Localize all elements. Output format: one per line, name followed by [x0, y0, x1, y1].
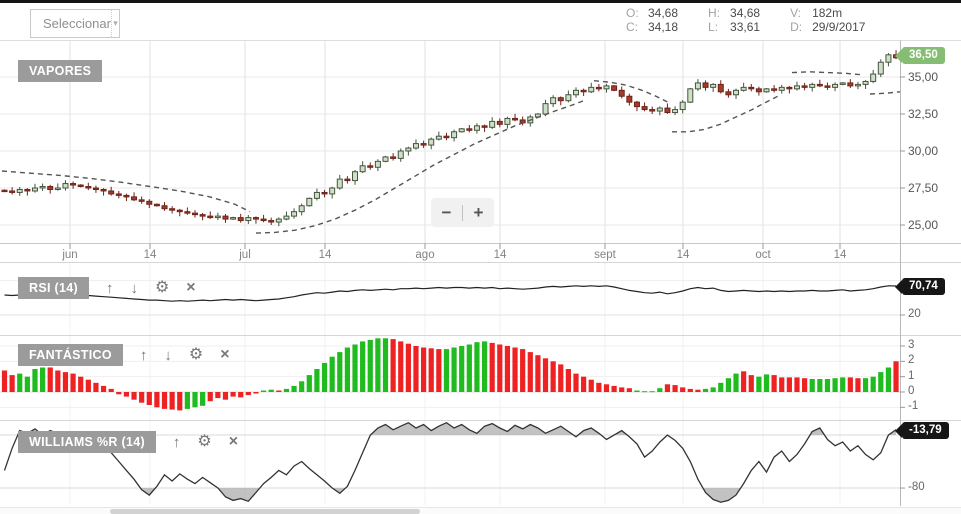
- fantastico-tick-label: 1: [908, 370, 915, 382]
- time-tick-label: 14: [676, 249, 690, 261]
- move-up-icon[interactable]: ↑: [105, 279, 114, 297]
- williams-tick-label: -80: [908, 481, 925, 493]
- close-icon[interactable]: ×: [220, 346, 230, 363]
- fantastico-tick-label: 0: [908, 385, 915, 397]
- fantastico-panel-header: FANTÁSTICO ↑ ↓ ⚙ ×: [18, 344, 230, 366]
- time-tick-label: jun: [62, 249, 78, 261]
- rsi-value-badge: 70,74: [895, 278, 945, 295]
- ohlc-col-volume-date: V: 182m D: 29/9/2017: [790, 6, 865, 34]
- fantastico-bars: [1, 338, 899, 411]
- time-tick-label: ago: [415, 249, 435, 261]
- move-up-icon[interactable]: ↑: [172, 433, 181, 451]
- zoom-out-button[interactable]: −: [441, 202, 452, 222]
- time-tick-label: 14: [318, 249, 332, 261]
- zoom-divider: [462, 204, 463, 221]
- rsi-panel-label: RSI (14): [18, 277, 89, 299]
- move-up-icon[interactable]: ↑: [139, 346, 148, 364]
- fantastico-tick-label: -1: [908, 400, 919, 412]
- fantastico-panel-label: FANTÁSTICO: [18, 344, 123, 366]
- symbol-label: VAPORES: [18, 60, 103, 82]
- time-tick-label: 14: [143, 249, 157, 261]
- main-chart-header: VAPORES: [18, 60, 103, 82]
- williams-value-badge: -13,79: [895, 422, 949, 439]
- chevron-down-icon[interactable]: ▾: [110, 10, 119, 37]
- symbol-select-value: Seleccionar: [43, 16, 111, 31]
- ohlc-readout: O: 34,68 C: 34,18 H: 34,68 L: 33,61 V: 182m D…: [626, 6, 865, 34]
- fantastico-tick-label: 2: [908, 354, 915, 366]
- open-label: O:: [626, 6, 639, 20]
- time-tick-label: sept: [594, 249, 616, 261]
- price-tick-label: 30,00: [908, 144, 939, 158]
- candles-layer: [1, 50, 900, 227]
- high-label: H:: [708, 6, 721, 20]
- price-tick-label: 25,00: [908, 218, 939, 232]
- move-down-icon[interactable]: ↓: [130, 279, 138, 297]
- volume-value: 182m: [812, 6, 843, 20]
- close-icon[interactable]: ×: [228, 433, 239, 450]
- zoom-in-button[interactable]: +: [473, 202, 484, 222]
- ohlc-col-open-close: O: 34,68 C: 34,18: [626, 6, 678, 34]
- date-label: D:: [790, 20, 803, 34]
- close-value: 34,18: [648, 20, 679, 34]
- horizontal-scrollbar-thumb[interactable]: [110, 509, 420, 514]
- rsi-panel-header: RSI (14) ↑ ↓ ⚙ ×: [18, 277, 196, 299]
- settings-gear-icon[interactable]: ⚙: [188, 346, 204, 363]
- price-tick-label: 27,50: [908, 181, 939, 195]
- ohlc-col-high-low: H: 34,68 L: 33,61: [708, 6, 760, 34]
- fantastico-tick-label: 3: [908, 339, 915, 351]
- open-value: 34,68: [648, 6, 679, 20]
- low-value: 33,61: [730, 20, 761, 34]
- time-tick-label: 14: [493, 249, 507, 261]
- zoom-control: − +: [431, 198, 494, 227]
- last-price-badge: 36,50: [895, 47, 945, 64]
- high-value: 34,68: [730, 6, 761, 20]
- window-top-strip: [0, 0, 961, 3]
- date-value: 29/9/2017: [812, 20, 866, 34]
- time-tick-label: oct: [755, 249, 771, 261]
- time-tick-label: jul: [239, 249, 251, 261]
- volume-label: V:: [790, 6, 801, 20]
- rsi-tick-label: 20: [908, 308, 921, 320]
- williams-panel-header: WILLIAMS %R (14) ↑ ⚙ ×: [18, 431, 238, 453]
- williams-line: [3, 421, 897, 503]
- settings-gear-icon[interactable]: ⚙: [154, 279, 170, 296]
- price-tick-label: 35,00: [908, 70, 939, 84]
- close-label: C:: [626, 20, 638, 34]
- move-down-icon[interactable]: ↓: [164, 346, 172, 364]
- rsi-line: [4, 285, 897, 302]
- symbol-select[interactable]: Seleccionar ▾: [30, 9, 120, 38]
- price-tick-label: 32,50: [908, 107, 939, 121]
- close-icon[interactable]: ×: [186, 279, 196, 296]
- sar-dashed-line: [1, 71, 901, 234]
- time-tick-label: 14: [833, 249, 847, 261]
- williams-panel-label: WILLIAMS %R (14): [18, 431, 156, 453]
- settings-gear-icon[interactable]: ⚙: [197, 433, 212, 450]
- low-label: L:: [708, 20, 719, 34]
- horizontal-scrollbar-track[interactable]: [0, 507, 961, 514]
